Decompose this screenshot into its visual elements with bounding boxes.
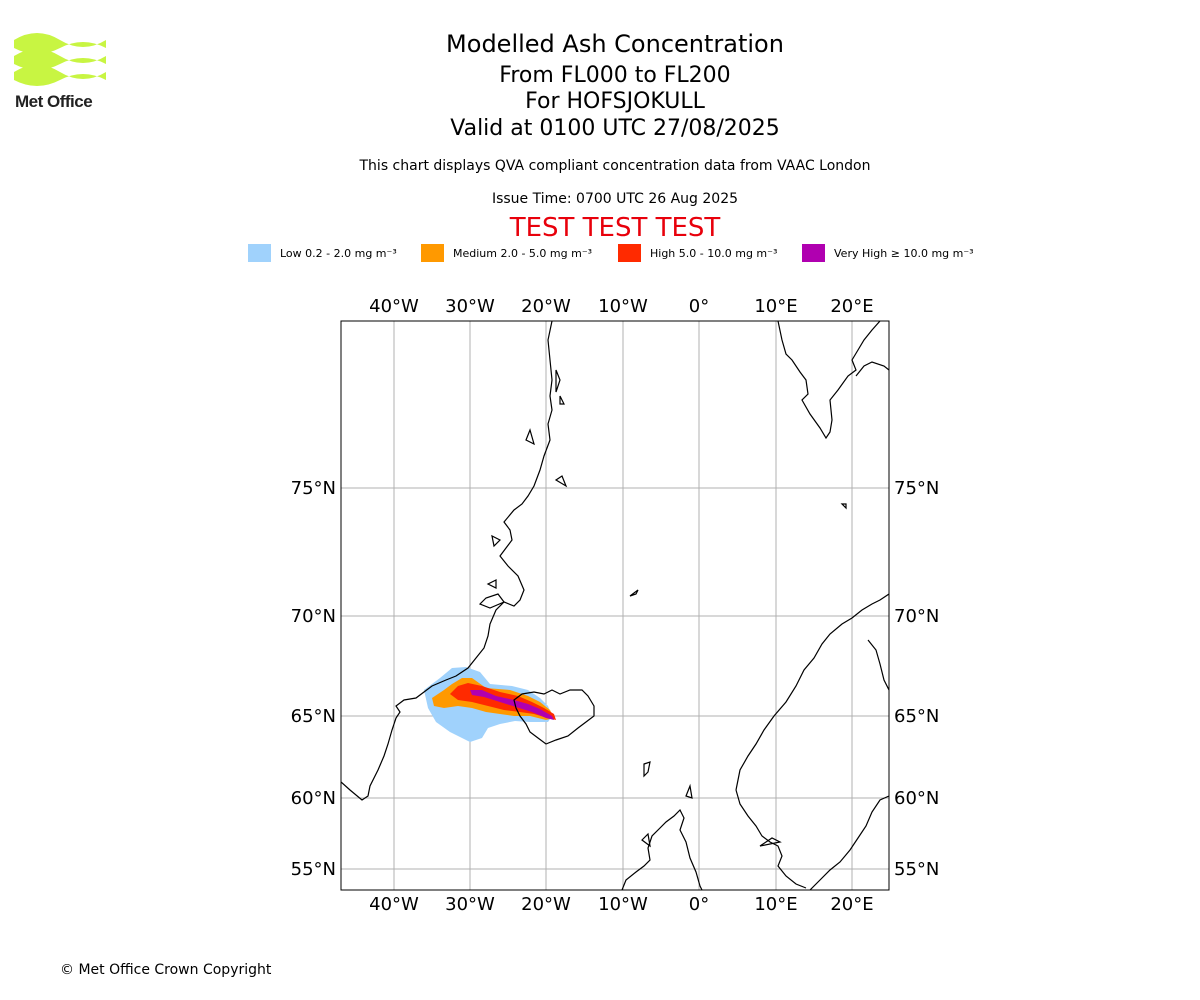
logo-waves-icon [14, 33, 106, 86]
uk-coast [621, 808, 703, 890]
chart-description: This chart displays QVA compliant concen… [359, 158, 871, 174]
longitude-labels-top: 40°W 30°W 20°W 10°W 0° 10°E 20°E [369, 296, 873, 317]
lon-label: 20°W [521, 296, 571, 317]
legend-label-very-high: Very High ≥ 10.0 mg m⁻³ [834, 246, 974, 260]
lon-label: 30°W [445, 296, 495, 317]
copyright-notice: © Met Office Crown Copyright [60, 962, 272, 978]
lat-label: 65°N [291, 706, 336, 727]
legend-swatch-low [248, 244, 271, 262]
lat-label: 55°N [894, 859, 939, 880]
lon-label: 40°W [369, 296, 419, 317]
scandinavia-coast [735, 593, 889, 791]
legend-item-high: High 5.0 - 10.0 mg m⁻³ [618, 244, 777, 262]
lat-label: 55°N [291, 859, 336, 880]
svalbard-coast [777, 321, 881, 440]
lat-label: 70°N [894, 606, 939, 627]
latitude-labels-right: 75°N 70°N 65°N 60°N 55°N [894, 478, 939, 880]
legend-label-medium: Medium 2.0 - 5.0 mg m⁻³ [453, 246, 593, 260]
legend-item-very-high: Very High ≥ 10.0 mg m⁻³ [802, 244, 974, 262]
volcano-name: For HOFSJOKULL [525, 89, 705, 114]
issue-time: Issue Time: 0700 UTC 26 Aug 2025 [491, 191, 739, 207]
valid-time: Valid at 0100 UTC 27/08/2025 [450, 116, 780, 141]
lon-label: 0° [689, 296, 709, 317]
map-content [341, 321, 889, 890]
flight-level-range: From FL000 to FL200 [499, 63, 731, 88]
lon-label: 20°E [830, 894, 873, 915]
iceland-coast [513, 689, 595, 745]
lon-label: 10°W [598, 296, 648, 317]
test-banner: TEST TEST TEST [509, 213, 721, 243]
lon-label: 20°E [830, 296, 873, 317]
lat-label: 60°N [894, 788, 939, 809]
lat-label: 75°N [894, 478, 939, 499]
lat-label: 70°N [291, 606, 336, 627]
lon-label: 10°E [754, 894, 797, 915]
lon-label: 30°W [445, 894, 495, 915]
lon-label: 40°W [369, 894, 419, 915]
coastlines [341, 321, 889, 890]
graticule [341, 321, 889, 890]
lon-label: 10°W [598, 894, 648, 915]
legend-swatch-very-high [802, 244, 825, 262]
legend-item-low: Low 0.2 - 2.0 mg m⁻³ [248, 244, 397, 262]
latitude-labels-left: 75°N 70°N 65°N 60°N 55°N [291, 478, 336, 880]
legend-swatch-medium [421, 244, 444, 262]
legend-label-low: Low 0.2 - 2.0 mg m⁻³ [280, 246, 397, 260]
lon-label: 0° [689, 894, 709, 915]
lon-label: 10°E [754, 296, 797, 317]
lon-label: 20°W [521, 894, 571, 915]
map-frame [340, 320, 890, 891]
lat-label: 75°N [291, 478, 336, 499]
ash-very-high-area [470, 690, 554, 720]
logo-text: Met Office [15, 92, 93, 111]
lat-label: 60°N [291, 788, 336, 809]
chart-title: Modelled Ash Concentration [446, 30, 784, 58]
met-office-logo [14, 33, 106, 86]
legend-item-medium: Medium 2.0 - 5.0 mg m⁻³ [421, 244, 592, 262]
longitude-labels-bottom: 40°W 30°W 20°W 10°W 0° 10°E 20°E [369, 894, 873, 915]
legend-label-high: High 5.0 - 10.0 mg m⁻³ [650, 246, 778, 260]
lat-label: 65°N [894, 706, 939, 727]
legend-swatch-high [618, 244, 641, 262]
